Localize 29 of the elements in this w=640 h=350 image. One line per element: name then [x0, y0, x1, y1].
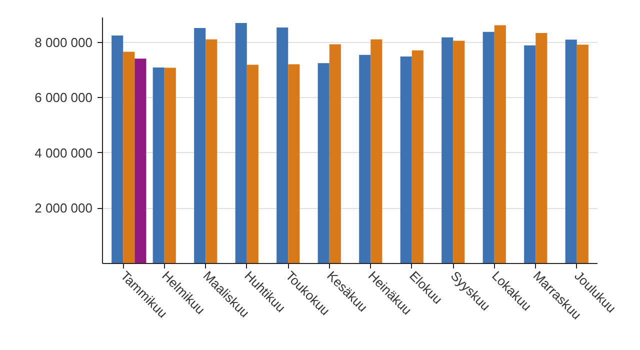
bar — [246, 64, 258, 264]
bar — [288, 64, 300, 264]
bar — [412, 50, 424, 264]
bar — [359, 54, 371, 264]
y-tick-label: 8 000 000 — [34, 34, 93, 50]
bar — [329, 44, 341, 264]
bar — [453, 40, 465, 264]
bar — [524, 45, 536, 264]
bar — [494, 25, 506, 264]
y-tick-label: 2 000 000 — [34, 200, 93, 216]
bar — [318, 63, 330, 264]
bar — [112, 35, 124, 264]
bar — [565, 40, 577, 264]
bar — [482, 32, 494, 264]
bar — [206, 39, 218, 264]
bar — [576, 44, 588, 264]
bar — [134, 58, 146, 264]
bar — [370, 39, 382, 264]
bar — [536, 32, 548, 264]
y-tick-label: 4 000 000 — [34, 145, 93, 160]
bar — [276, 27, 288, 264]
bar — [194, 28, 206, 264]
bar — [235, 23, 247, 264]
bar — [442, 37, 454, 264]
bar — [164, 68, 176, 264]
bar — [152, 68, 164, 264]
bar — [400, 56, 412, 264]
bar — [123, 52, 135, 264]
y-tick-label: 6 000 000 — [34, 90, 93, 106]
